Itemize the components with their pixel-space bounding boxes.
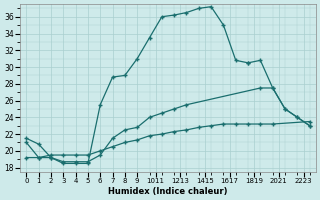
X-axis label: Humidex (Indice chaleur): Humidex (Indice chaleur)	[108, 187, 228, 196]
